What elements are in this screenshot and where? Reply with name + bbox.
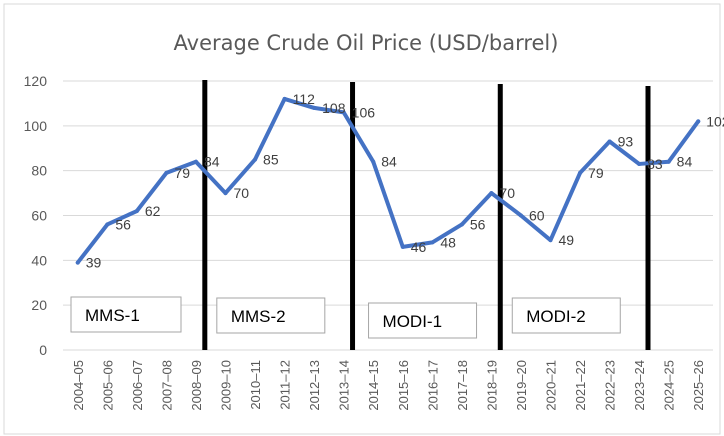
data-label: 79 [174, 165, 190, 181]
x-tick-label: 2021–22 [573, 360, 588, 411]
data-point [282, 96, 287, 101]
period-box [70, 296, 182, 333]
x-tick-label: 2015–16 [396, 360, 411, 411]
data-label: 49 [559, 232, 575, 248]
x-tick-label: 2009–10 [219, 360, 234, 411]
data-label: 46 [411, 239, 427, 255]
data-label: 70 [234, 185, 250, 201]
data-point [489, 191, 494, 196]
series-line [75, 96, 701, 265]
x-tick-label: 2020–21 [544, 360, 559, 411]
data-point [164, 170, 169, 175]
x-tick-label: 2014–15 [366, 360, 381, 411]
data-label: 93 [618, 134, 634, 150]
data-point [578, 170, 583, 175]
data-point [105, 222, 110, 227]
data-label: 70 [499, 185, 515, 201]
y-tick-label: 100 [24, 118, 48, 134]
x-tick-label: 2004–05 [71, 360, 86, 411]
period-label: MMS-1 [85, 306, 140, 325]
data-point [134, 209, 139, 214]
data-point [312, 105, 317, 110]
x-tick-label: 2010–11 [248, 360, 263, 410]
data-point [371, 159, 376, 164]
data-point [548, 238, 553, 243]
data-point [75, 260, 80, 265]
data-point [518, 213, 523, 218]
data-label: 112 [293, 91, 316, 107]
data-label: 79 [588, 165, 604, 181]
x-tick-label: 2005–06 [100, 360, 115, 411]
data-label: 60 [529, 208, 545, 224]
x-tick-label: 2012–13 [307, 360, 322, 411]
data-label: 84 [677, 154, 693, 170]
data-label: 84 [204, 154, 220, 170]
data-point [607, 139, 612, 144]
data-point [459, 222, 464, 227]
data-point [341, 110, 346, 115]
x-tick-label: 2017–18 [455, 360, 470, 411]
data-point [666, 159, 671, 164]
y-tick-label: 40 [31, 252, 47, 268]
data-label: 106 [352, 104, 376, 120]
chart-title: Average Crude Oil Price (USD/barrel) [174, 31, 559, 55]
y-tick-label: 120 [24, 73, 48, 89]
period-box [511, 297, 621, 334]
data-point [223, 191, 228, 196]
data-point [696, 119, 701, 124]
y-tick-label: 60 [31, 208, 47, 224]
x-tick-label: 2023–24 [632, 360, 647, 411]
x-tick-label: 2019–20 [514, 360, 529, 411]
x-tick-label: 2018–19 [484, 360, 499, 411]
data-point [637, 161, 642, 166]
data-point [400, 244, 405, 249]
x-tick-label: 2016–17 [425, 360, 440, 411]
period-box [368, 302, 478, 339]
data-point [253, 157, 258, 162]
x-tick-label: 2022–23 [603, 360, 618, 411]
y-tick-label: 0 [39, 342, 47, 358]
x-tick-label: 2008–09 [189, 360, 204, 411]
x-tick-label: 2006–07 [130, 360, 145, 411]
x-tick-label: 2025–26 [691, 360, 706, 411]
x-tick-label: 2024–25 [662, 360, 677, 411]
data-label: 102 [706, 113, 724, 129]
x-tick-label: 2013–14 [337, 360, 352, 411]
period-label: MODI-1 [383, 312, 443, 331]
period-label: MODI-2 [526, 307, 586, 326]
y-tick-label: 80 [31, 163, 47, 179]
data-label: 56 [470, 216, 486, 232]
y-tick-label: 20 [31, 297, 47, 313]
data-label: 62 [145, 203, 161, 219]
x-tick-label: 2007–08 [159, 360, 174, 411]
data-point [430, 240, 435, 245]
period-box [216, 297, 326, 334]
data-label: 84 [381, 154, 397, 170]
period-label: MMS-2 [231, 307, 286, 326]
data-point [193, 159, 198, 164]
data-label: 85 [263, 151, 279, 167]
x-tick-label: 2011–12 [278, 360, 293, 410]
data-label: 83 [647, 156, 663, 172]
data-label: 108 [322, 100, 346, 116]
data-label: 48 [440, 234, 456, 250]
data-label: 39 [86, 255, 102, 271]
data-label: 56 [115, 216, 131, 232]
